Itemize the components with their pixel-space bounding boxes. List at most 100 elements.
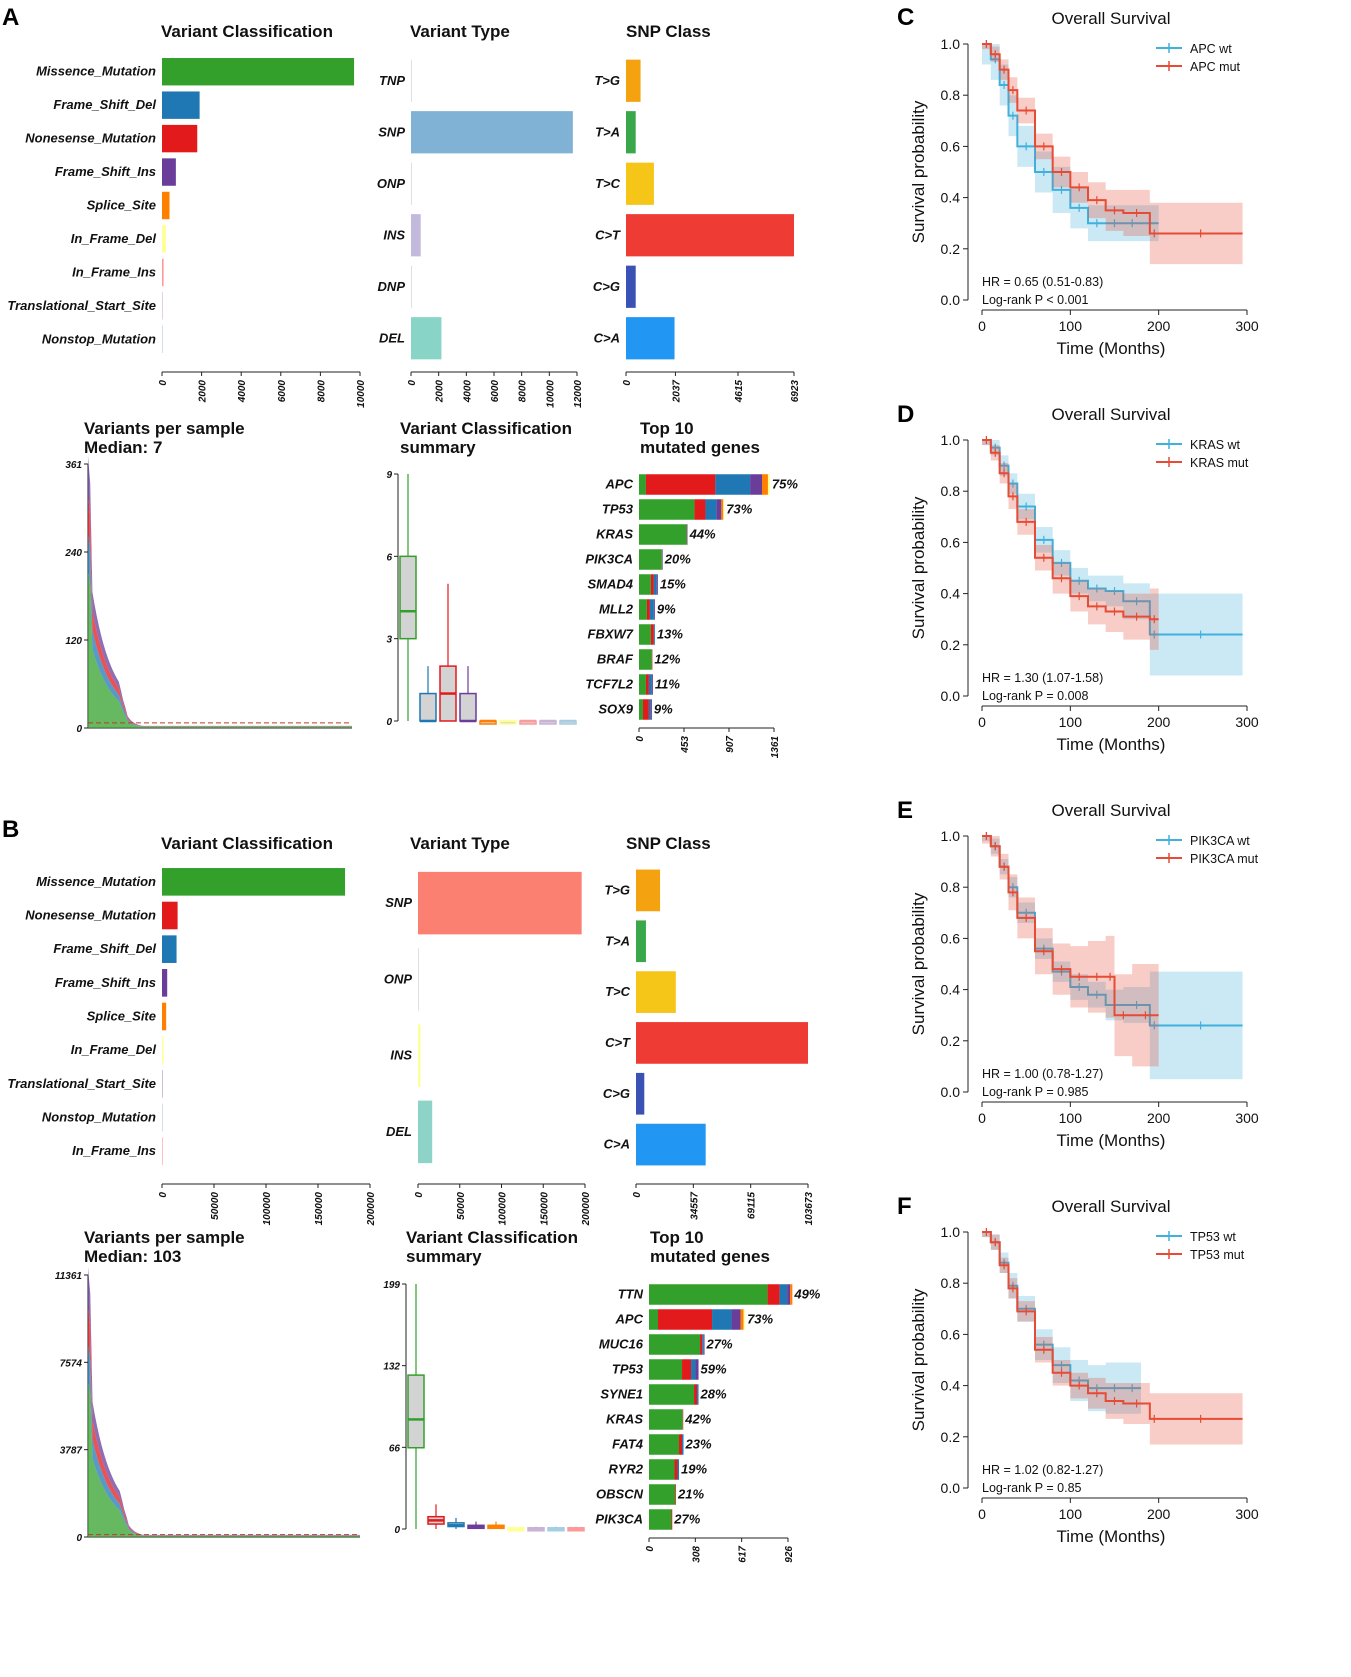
- bar: [418, 871, 582, 935]
- category-label: C>G: [603, 1086, 630, 1101]
- area-layer: [88, 570, 352, 728]
- category-label: T>G: [604, 882, 630, 897]
- box-Splice_Site: [487, 1521, 505, 1530]
- y-tick-label: 1.0: [941, 432, 961, 448]
- bar: [162, 225, 166, 253]
- gene-bar-segment: [649, 1459, 675, 1480]
- gene-bar-segment: [694, 499, 706, 520]
- p-text: Log-rank P = 0.85: [982, 1481, 1082, 1495]
- gene-bar-segment: [653, 574, 657, 595]
- gene-bar-segment: [645, 674, 649, 695]
- panel-label-E: E: [897, 797, 913, 824]
- bar: [162, 124, 198, 153]
- gene-bar-segment: [649, 1284, 768, 1305]
- gene-bar-segment: [682, 1359, 692, 1380]
- gene-bar-segment: [712, 1309, 732, 1330]
- box-Nonstop_Mutation: [559, 719, 577, 725]
- gene-bar-segment: [650, 624, 654, 645]
- x-tick-label: 0: [632, 1192, 643, 1198]
- gene-bar-segment: [703, 1334, 705, 1355]
- bar: [162, 1002, 167, 1031]
- gene-label: TTN: [618, 1287, 644, 1302]
- gene-label: KRAS: [606, 1412, 643, 1427]
- gene-bar-segment: [679, 1434, 683, 1455]
- x-tick-label: 69115: [747, 1192, 758, 1220]
- box-In_Frame_Del: [499, 719, 517, 725]
- gene-percent: 73%: [747, 1312, 773, 1327]
- gene-bar-segment: [646, 599, 650, 620]
- y-tick-label: 120: [65, 636, 82, 647]
- area-layer: [88, 494, 352, 728]
- gene-bar-segment: [639, 574, 651, 595]
- gene-label: TCF7L2: [585, 677, 633, 692]
- x-tick-label: 100: [1059, 1506, 1083, 1522]
- x-tick-label: 0: [635, 736, 646, 742]
- bar: [162, 1137, 163, 1165]
- x-tick-label: 4615: [734, 380, 745, 404]
- gene-bar-segment: [639, 649, 652, 670]
- gene-bar-segment: [721, 499, 724, 520]
- y-tick-label: 240: [64, 548, 82, 559]
- category-label: In_Frame_Del: [71, 1042, 157, 1057]
- y-tick-label: 66: [389, 1443, 401, 1454]
- y-tick-label: 11361: [55, 1271, 83, 1282]
- B-snp-class: SNP Class T>G T>A T>C C>T C>G C>A 0 34557 69115 10…: [603, 834, 815, 1225]
- km-ci-mut: [982, 44, 1243, 265]
- chart-title: SNP Class: [626, 22, 711, 41]
- gene-label: BRAF: [597, 652, 634, 667]
- gene-bar-segment: [653, 624, 655, 645]
- x-tick-label: 0: [645, 1546, 656, 1552]
- gene-bar-segment: [649, 1384, 695, 1405]
- bar: [162, 1070, 163, 1098]
- x-tick-label: 0: [622, 380, 633, 386]
- chart-title: Variants per sample: [84, 1228, 245, 1247]
- A-variant-classification: Variant Classification Missence_Mutation F…: [7, 22, 367, 408]
- gene-label: PIK3CA: [595, 1512, 643, 1527]
- category-label: DNP: [378, 279, 406, 294]
- bar: [418, 1100, 433, 1164]
- gene-label: SYNE1: [600, 1387, 643, 1402]
- gene-bar-segment: [639, 474, 646, 495]
- gene-bar-segment: [697, 1384, 699, 1405]
- y-tick-label: 6: [386, 552, 392, 563]
- category-label: DEL: [379, 330, 405, 345]
- box: [459, 692, 477, 722]
- chart-title: Top 10: [650, 1228, 704, 1247]
- bar: [411, 162, 412, 205]
- chart-title: Overall Survival: [1051, 801, 1170, 820]
- gene-bar-segment: [649, 1434, 680, 1455]
- bar: [626, 59, 641, 102]
- gene-bar-segment: [658, 1309, 713, 1330]
- gene-bar-segment: [649, 1409, 683, 1430]
- y-tick-label: 0.0: [941, 292, 961, 308]
- bar: [626, 162, 654, 205]
- gene-bar-segment: [705, 499, 717, 520]
- km-curve-mut: [982, 1231, 1243, 1420]
- category-label: C>A: [594, 330, 620, 345]
- x-tick-label: 12000: [573, 380, 584, 408]
- bar: [162, 191, 170, 220]
- y-tick-label: 199: [383, 1280, 400, 1291]
- gene-percent: 20%: [664, 552, 691, 567]
- gene-bar-segment: [639, 499, 695, 520]
- y-tick-label: 3: [386, 635, 392, 646]
- gene-percent: 59%: [701, 1362, 727, 1377]
- x-tick-label: 0: [158, 1192, 169, 1198]
- gene-label: FAT4: [612, 1437, 644, 1452]
- gene-bar-segment: [648, 674, 652, 695]
- p-text: Log-rank P = 0.008: [982, 689, 1088, 703]
- x-tick-label: 2000: [435, 380, 446, 404]
- x-tick-label: 100000: [498, 1192, 509, 1226]
- bar: [636, 1123, 706, 1166]
- panel-label-A: A: [2, 4, 19, 31]
- gene-bar-segment: [674, 1459, 678, 1480]
- x-tick-label: 1361: [770, 736, 781, 759]
- area-layer: [88, 456, 352, 728]
- gene-label: SMAD4: [587, 577, 633, 592]
- y-tick-label: 1.0: [941, 1224, 961, 1240]
- gene-bar-segment: [649, 599, 654, 620]
- area-layer: [88, 1304, 360, 1537]
- gene-percent: 12%: [654, 652, 680, 667]
- gene-bar-segment: [649, 1334, 701, 1355]
- x-tick-label: 0: [978, 1506, 986, 1522]
